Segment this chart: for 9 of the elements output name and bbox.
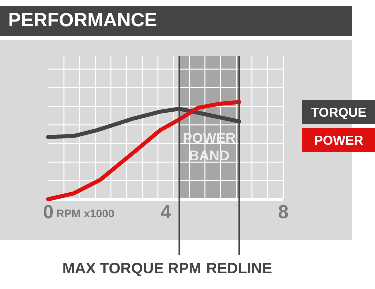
ref-line-label: REDLINE: [206, 260, 272, 278]
x-tick-label: 8: [278, 202, 289, 224]
text: TORQUE: [311, 105, 368, 120]
x-tick-label: 0: [43, 202, 54, 224]
chart-title: PERFORMANCE: [8, 10, 158, 32]
x-axis-title: RPM x1000: [56, 208, 115, 220]
ref-line-label: MAX TORQUE RPM: [62, 260, 202, 278]
text: POWER: [314, 133, 364, 148]
x-tick-label: 4: [160, 202, 172, 224]
